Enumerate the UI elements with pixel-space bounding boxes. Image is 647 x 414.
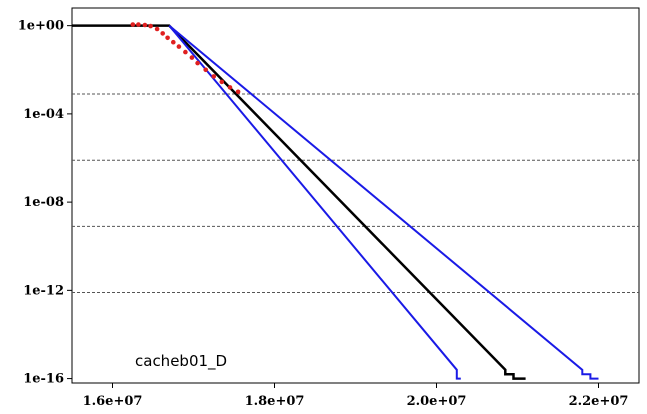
empirical-point-10 <box>189 55 195 60</box>
plot-frame <box>71 7 640 384</box>
empirical-point-0 <box>130 22 136 27</box>
x-tick-label-2: 2.0e+07 <box>407 394 467 409</box>
empirical-point-13 <box>211 74 217 79</box>
empirical-point-4 <box>154 26 160 32</box>
y-tick-label-3: 1e-12 <box>23 283 64 298</box>
empirical-point-14 <box>219 79 225 85</box>
empirical-point-1 <box>136 22 141 27</box>
empirical-point-7 <box>171 39 176 45</box>
bound-lower-line <box>168 24 461 380</box>
fit-line <box>72 24 526 380</box>
x-tick-label-0: 1.6e+07 <box>83 394 143 409</box>
x-tick-label-1: 1.8e+07 <box>245 394 305 409</box>
empirical-point-8 <box>176 44 182 49</box>
y-tick-label-2: 1e-08 <box>23 195 64 210</box>
empirical-point-16 <box>235 89 241 95</box>
bound-upper-line <box>168 24 599 380</box>
series-layer <box>72 22 599 380</box>
axis-layer: 1e+00 1e-04 1e-08 1e-12 1e-16 1.6e+07 1.8e+07 2… <box>18 19 629 409</box>
series-annotation: cacheb01_D <box>135 352 227 371</box>
empirical-point-3 <box>148 23 153 29</box>
empirical-point-15 <box>227 85 233 90</box>
y-tick-label-4: 1e-16 <box>23 372 64 387</box>
y-tick-label-1: 1e-04 <box>23 107 64 122</box>
empirical-point-6 <box>165 35 170 41</box>
y-tick-label-0: 1e+00 <box>18 19 64 34</box>
x-tick-label-3: 2.2e+07 <box>569 394 629 409</box>
empirical-point-2 <box>142 22 148 28</box>
empirical-point-9 <box>183 49 188 55</box>
empirical-point-11 <box>195 60 200 66</box>
reference-lines <box>72 93 639 294</box>
empirical-point-5 <box>160 31 165 36</box>
empirical-point-12 <box>203 67 208 73</box>
